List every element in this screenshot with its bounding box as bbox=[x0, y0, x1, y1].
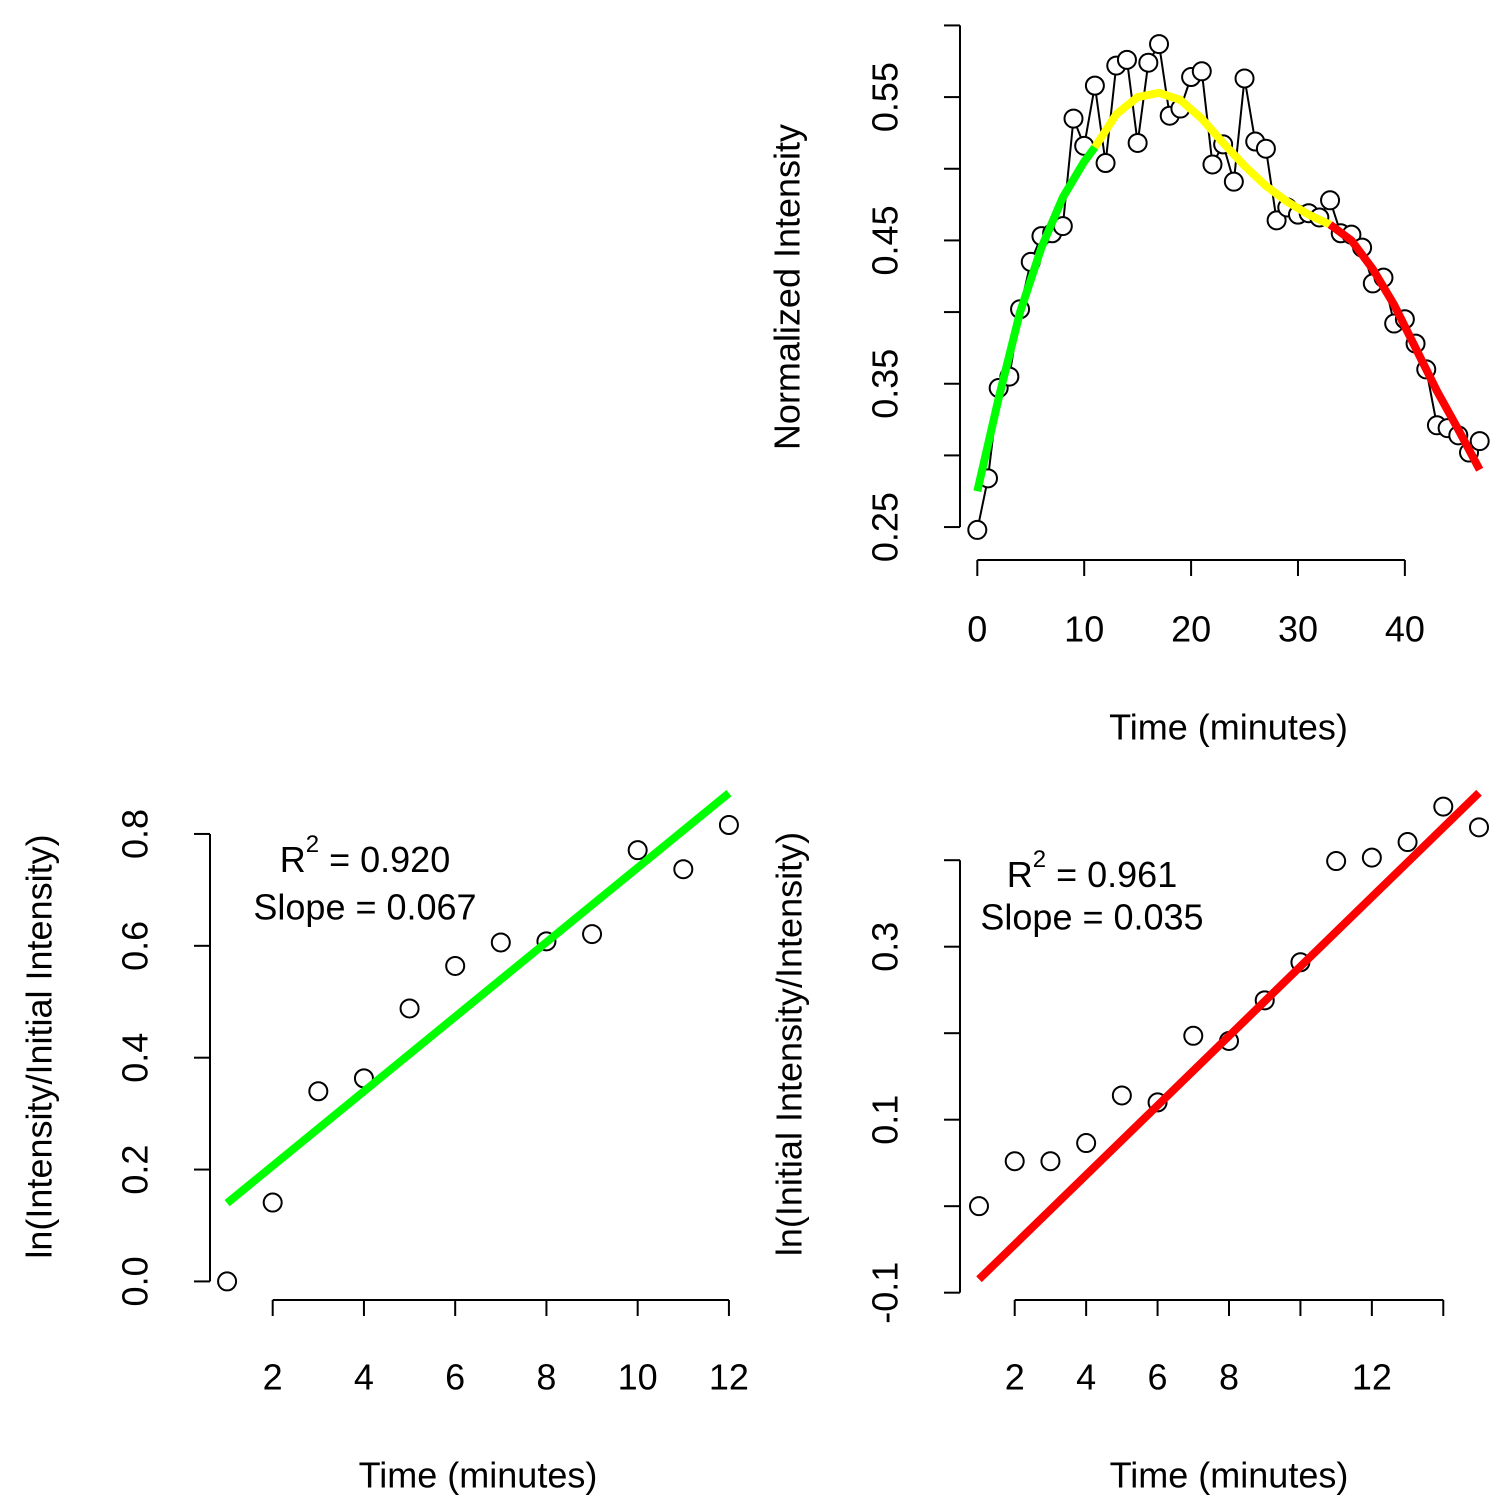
data-point bbox=[1084, 75, 1105, 96]
r-squared: R2 = 0.961 bbox=[1007, 846, 1177, 894]
x-tick-label: 0 bbox=[967, 609, 987, 650]
x-tick-label: 10 bbox=[618, 1357, 658, 1398]
data-point bbox=[969, 1196, 989, 1217]
r-squared: R2 = 0.920 bbox=[280, 831, 450, 879]
fit-line bbox=[976, 789, 1482, 1283]
data-point bbox=[1202, 154, 1223, 175]
y-tick-label: 0.45 bbox=[865, 205, 906, 275]
slope: Slope = 0.067 bbox=[253, 887, 476, 928]
data-point bbox=[1433, 796, 1454, 817]
y-tick-label: 0.8 bbox=[115, 809, 156, 859]
data-point bbox=[1255, 138, 1276, 159]
data-point bbox=[445, 955, 466, 976]
x-axis-label: Time (minutes) bbox=[1109, 707, 1348, 748]
data-point bbox=[1076, 1133, 1097, 1154]
y-tick-label: 0.55 bbox=[865, 62, 906, 132]
data-point bbox=[1469, 817, 1489, 838]
data-point bbox=[1361, 847, 1382, 868]
data-point bbox=[1320, 190, 1341, 211]
y-tick-label: 0.25 bbox=[865, 492, 906, 562]
data-point bbox=[1127, 132, 1148, 153]
data-point bbox=[262, 1192, 283, 1213]
data-point bbox=[967, 519, 988, 540]
x-tick-label: 2 bbox=[1005, 1357, 1025, 1398]
data-point bbox=[1149, 34, 1170, 55]
x-tick-label: 40 bbox=[1385, 609, 1425, 650]
data-point bbox=[308, 1081, 329, 1102]
y-tick-label: 0.1 bbox=[865, 1095, 906, 1145]
panel: 0 10 20 30 40 0.25 0.35 0.45 0.55 Time (minutes) N… bbox=[767, 24, 1490, 748]
data-point bbox=[217, 1271, 238, 1292]
fit-line bbox=[1327, 221, 1484, 472]
r-symbol: R bbox=[280, 839, 306, 880]
r-exponent: 2 bbox=[306, 831, 319, 858]
r-value: = 0.920 bbox=[319, 839, 450, 880]
data-point bbox=[1183, 1025, 1204, 1046]
data-point bbox=[1040, 1151, 1061, 1172]
data-point bbox=[1191, 61, 1212, 82]
x-tick-label: 6 bbox=[445, 1357, 465, 1398]
panel: 2 4 6 8 10 12 0.0 0.2 0.4 0.6 0.8 Time (minutes) ln(… bbox=[19, 790, 749, 1496]
x-tick-label: 10 bbox=[1064, 609, 1104, 650]
data-point bbox=[1397, 832, 1418, 853]
fit-line bbox=[973, 144, 1099, 493]
data-point bbox=[1326, 851, 1347, 872]
y-axis-label: ln(Initial Intensity/Intensity) bbox=[769, 832, 810, 1256]
y-axis-label: Normalized Intensity bbox=[767, 124, 808, 450]
y-tick-label: 0.4 bbox=[115, 1033, 156, 1083]
x-tick-label: 30 bbox=[1278, 609, 1318, 650]
data-point bbox=[718, 815, 739, 836]
panel: 2 4 6 8 12 -0.1 0.1 0.3 Time (minutes) ln(Initial… bbox=[769, 789, 1489, 1496]
y-tick-label: 0.0 bbox=[115, 1256, 156, 1306]
data-point bbox=[1004, 1151, 1025, 1172]
x-tick-label: 4 bbox=[1076, 1357, 1096, 1398]
data-point bbox=[1266, 210, 1287, 231]
r-symbol: R bbox=[1007, 854, 1033, 895]
fit-line bbox=[224, 790, 732, 1207]
data-point bbox=[1111, 1085, 1132, 1106]
x-tick-label: 4 bbox=[354, 1357, 374, 1398]
data-point bbox=[1469, 431, 1490, 452]
x-tick-label: 8 bbox=[536, 1357, 556, 1398]
data-line bbox=[976, 41, 1481, 531]
x-axis-label: Time (minutes) bbox=[359, 1455, 598, 1496]
slope: Slope = 0.035 bbox=[980, 897, 1203, 938]
y-tick-label: 0.6 bbox=[115, 921, 156, 971]
x-tick-label: 8 bbox=[1219, 1357, 1239, 1398]
y-tick-label: 0.3 bbox=[865, 922, 906, 972]
r-exponent: 2 bbox=[1033, 846, 1046, 873]
data-point bbox=[1095, 153, 1116, 174]
x-tick-label: 12 bbox=[1352, 1357, 1392, 1398]
data-point bbox=[399, 998, 420, 1019]
data-point bbox=[1223, 171, 1244, 192]
fit-line bbox=[1091, 88, 1332, 229]
y-axis-label: ln(Intensity/Initial Intensity) bbox=[19, 834, 60, 1258]
y-tick-label: 0.35 bbox=[865, 349, 906, 419]
data-point bbox=[582, 924, 603, 945]
data-point bbox=[627, 840, 648, 861]
data-point bbox=[1063, 108, 1084, 129]
x-tick-label: 6 bbox=[1148, 1357, 1168, 1398]
y-tick-label: 0.2 bbox=[115, 1145, 156, 1195]
x-tick-label: 12 bbox=[709, 1357, 749, 1398]
data-point bbox=[1116, 49, 1137, 70]
x-axis-label: Time (minutes) bbox=[1110, 1455, 1349, 1496]
x-tick-label: 20 bbox=[1171, 609, 1211, 650]
r-value: = 0.961 bbox=[1046, 854, 1177, 895]
y-tick-label: -0.1 bbox=[865, 1262, 906, 1324]
data-point bbox=[1138, 52, 1159, 73]
data-point bbox=[1234, 68, 1255, 89]
data-point bbox=[673, 859, 694, 880]
x-tick-label: 2 bbox=[263, 1357, 283, 1398]
data-point bbox=[490, 932, 511, 953]
